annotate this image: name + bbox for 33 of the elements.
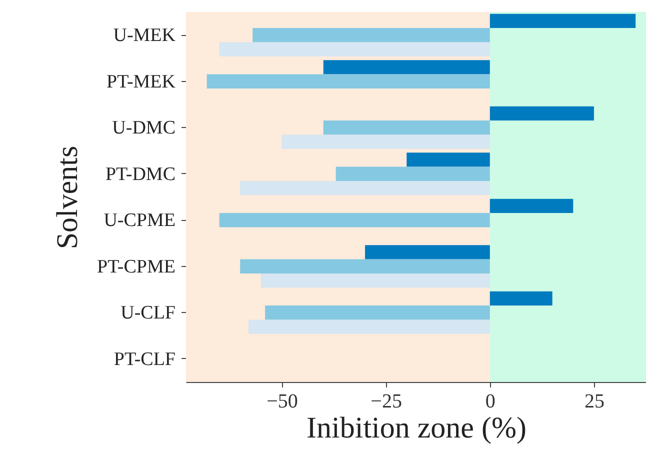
bar [323,120,490,135]
bar [240,259,490,274]
y-tick-label: U-CLF [120,302,176,324]
x-tick-label: −50 [266,390,298,412]
y-tick-label: PT-DMC [105,164,176,185]
y-tick-label: PT-MEK [106,71,176,92]
bar [265,306,490,320]
bar [240,180,490,196]
bar [365,245,490,260]
bar [406,152,490,167]
bar [490,198,574,214]
y-axis-title: Solvents [51,146,84,250]
x-tick-label: −25 [370,390,402,412]
x-tick-label: 25 [584,390,604,412]
bar [248,320,490,334]
bar [219,42,490,56]
bar [282,134,490,149]
y-tick-label: U-CPME [104,210,176,232]
bar [260,273,490,288]
bar [219,213,490,228]
y-tick-label: U-DMC [112,118,176,139]
x-tick-label: 0 [485,390,496,412]
bar [206,74,490,88]
bar [490,291,552,306]
bar [336,166,490,181]
bar [323,60,490,74]
y-tick-label: U-MEK [113,25,176,46]
y-tick-label: PT-CPME [97,256,176,278]
y-tick-label: PT-CLF [114,348,176,370]
bar [252,28,490,42]
x-axis-title: Inibition zone (%) [306,412,526,444]
bar [490,106,594,121]
bar [490,14,636,28]
